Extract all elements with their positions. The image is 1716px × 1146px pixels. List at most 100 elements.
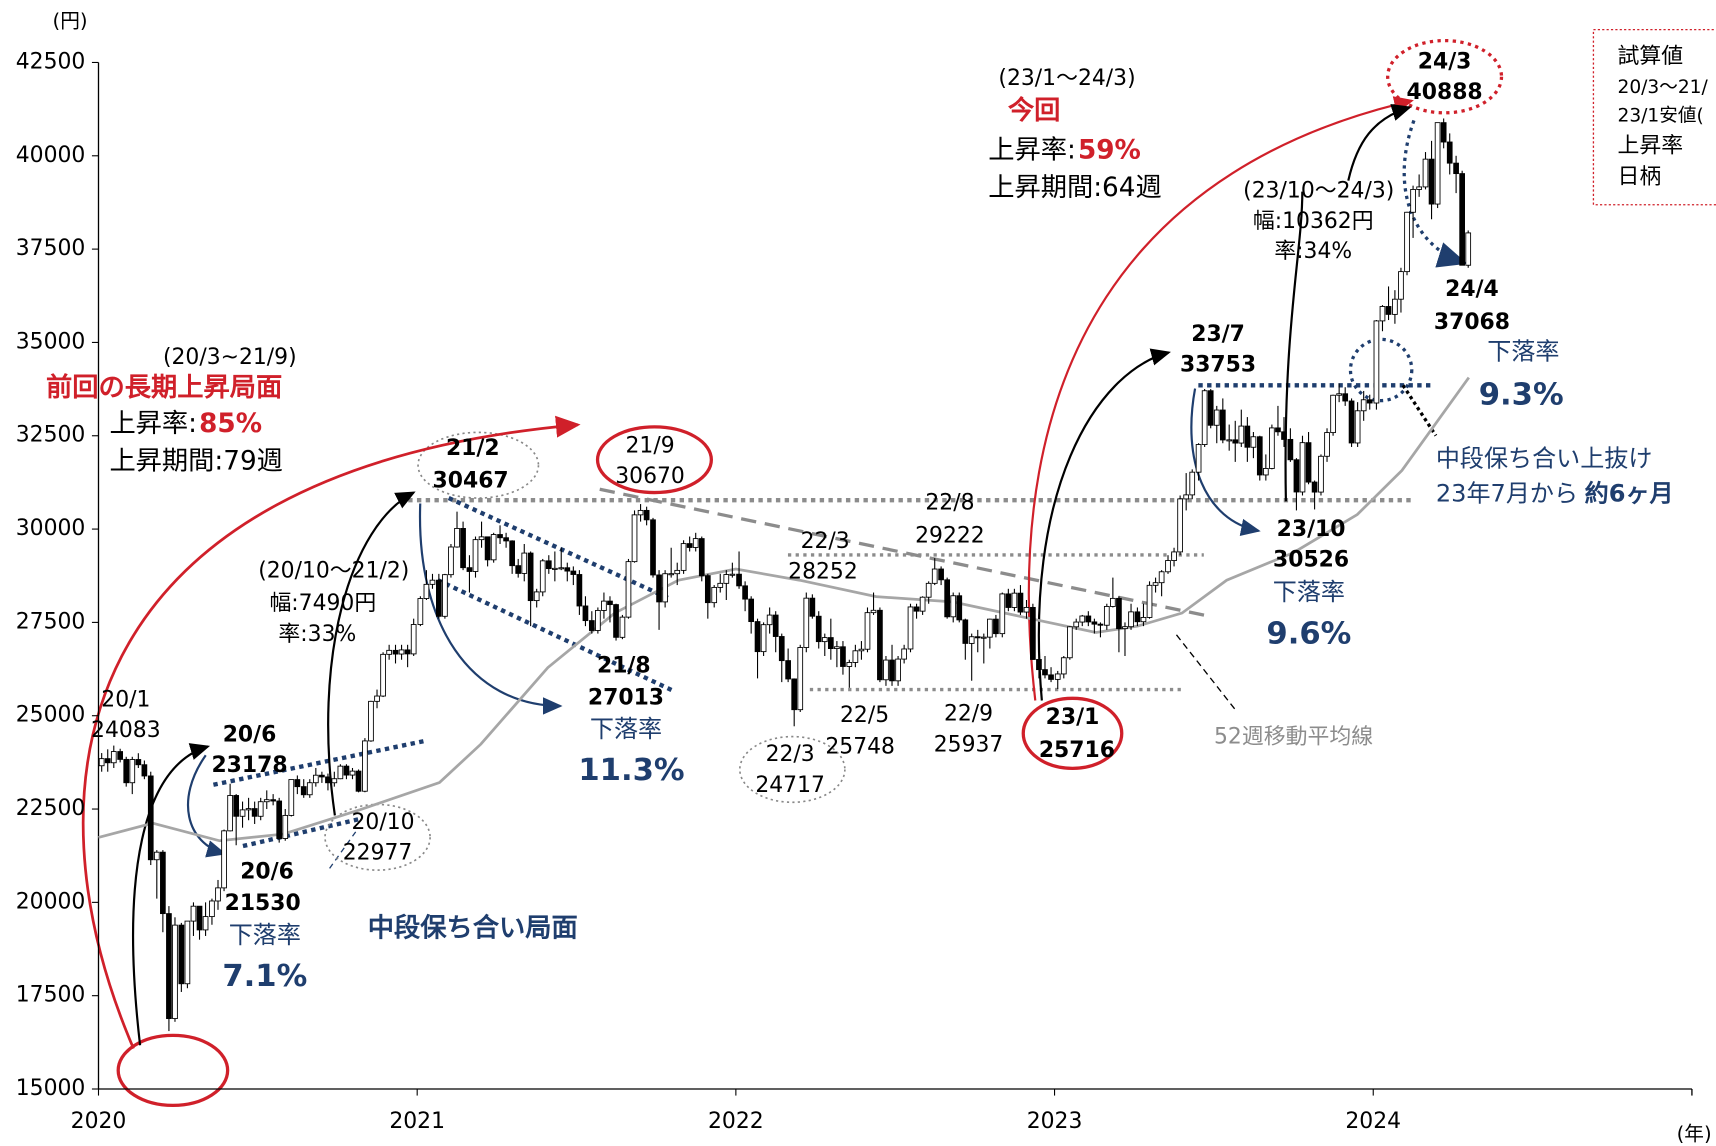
annotation: 25716 (1039, 738, 1115, 763)
trend-line (242, 816, 362, 849)
candle-body (1085, 615, 1092, 623)
candle-body (215, 887, 221, 902)
candle-body (319, 774, 325, 778)
candle-body (257, 801, 264, 817)
candle-body (1005, 593, 1012, 608)
annotation: 上昇率: (109, 409, 197, 439)
candle-body (423, 583, 430, 599)
candle-body (944, 579, 951, 618)
candle-body (484, 536, 491, 561)
candle-body (337, 765, 344, 780)
candle-body (662, 573, 668, 603)
candle-body (895, 658, 901, 682)
annotation: 20/6 (223, 723, 277, 748)
candle-body (938, 568, 944, 581)
candle-body (852, 650, 859, 663)
annotation: 20/6 (240, 859, 294, 884)
candle-body (711, 586, 718, 604)
candle-body (448, 546, 454, 576)
candle-body (392, 649, 399, 655)
annotation: 約6ヶ月 (1585, 480, 1674, 508)
candle-body (962, 619, 969, 644)
y-tick-label: 17500 (16, 983, 86, 1008)
candle-body (1348, 400, 1355, 444)
annotation: 中段保ち合い上抜け (1436, 445, 1653, 473)
candle-body (1305, 442, 1312, 483)
candle-body (674, 569, 681, 575)
annotation: 22/5 (840, 703, 889, 728)
candle-body (601, 600, 607, 611)
candle-body (1017, 592, 1024, 613)
candle-body (410, 624, 417, 655)
ma-label: 52週移動平均線 (1214, 725, 1373, 750)
candle-body (1219, 409, 1226, 441)
rise-arrow (1347, 104, 1412, 181)
candle-body (809, 597, 816, 617)
annotation: 今回 (1008, 95, 1061, 126)
candle-body (436, 579, 442, 617)
annotation: 20/10 (352, 810, 415, 835)
rise-arrow (327, 491, 416, 816)
highlight-circle (417, 431, 540, 499)
candle-body (931, 568, 938, 584)
candle-body (815, 615, 822, 643)
candle-body (576, 574, 583, 607)
candle-body (877, 609, 883, 681)
candle-body (956, 595, 963, 621)
annotation: 22/9 (944, 702, 993, 727)
annotation: 7.1% (222, 959, 307, 994)
annotation: 22977 (343, 841, 413, 866)
candle-body (631, 514, 638, 563)
candle-body (607, 600, 613, 606)
candle-body (135, 759, 142, 766)
y-tick-label: 22500 (16, 796, 86, 821)
annotation: 28252 (788, 559, 858, 584)
candle-body (772, 614, 779, 637)
candle-body (680, 543, 687, 571)
candle-body (221, 830, 227, 889)
candle-body (1060, 657, 1067, 675)
candle-body (141, 764, 148, 777)
candle-body (827, 637, 834, 650)
candle-body (178, 924, 185, 985)
annotation: 率:34% (1274, 239, 1352, 264)
annotation: 40888 (1407, 80, 1483, 105)
moving-average (98, 376, 1470, 843)
candle-body (1097, 623, 1104, 626)
candle-body (251, 808, 258, 817)
candle-body (1428, 158, 1435, 205)
candle-body (1250, 436, 1257, 448)
fall-arrow (1402, 119, 1468, 268)
candle-body (1146, 584, 1153, 618)
annotation: 23/10 (1277, 517, 1346, 542)
y-tick-label: 35000 (16, 329, 86, 354)
candle-body (196, 905, 203, 931)
candle-body (1318, 455, 1324, 493)
candle-body (1385, 306, 1392, 315)
candle-body (1189, 471, 1196, 496)
candle-body (650, 519, 656, 576)
highlight-circle (116, 1033, 230, 1108)
candle-body (184, 920, 191, 985)
candle-body (312, 774, 319, 784)
annotation: 23/7 (1191, 322, 1245, 347)
annotation: 下落率 (1487, 337, 1559, 365)
candle-body (509, 540, 515, 567)
candle-body (1110, 597, 1116, 607)
annotation: 試算値 (1618, 44, 1684, 69)
y-tick-label: 15000 (16, 1076, 86, 1101)
candle-body (1416, 186, 1422, 190)
candle-body (227, 795, 233, 832)
annotation: 21530 (225, 891, 301, 916)
candle-body (754, 621, 761, 653)
annotation: 21/2 (446, 436, 500, 461)
rise-arrow (81, 415, 581, 1050)
highlight-circle (1386, 38, 1504, 115)
candle-body (368, 700, 374, 742)
y-tick-label: 42500 (16, 49, 86, 74)
candle-body (643, 509, 650, 521)
candle-body (846, 662, 853, 667)
candle-body (497, 534, 503, 539)
candle-body (417, 598, 424, 625)
annotation: 前回の長期上昇局面 (46, 372, 282, 403)
